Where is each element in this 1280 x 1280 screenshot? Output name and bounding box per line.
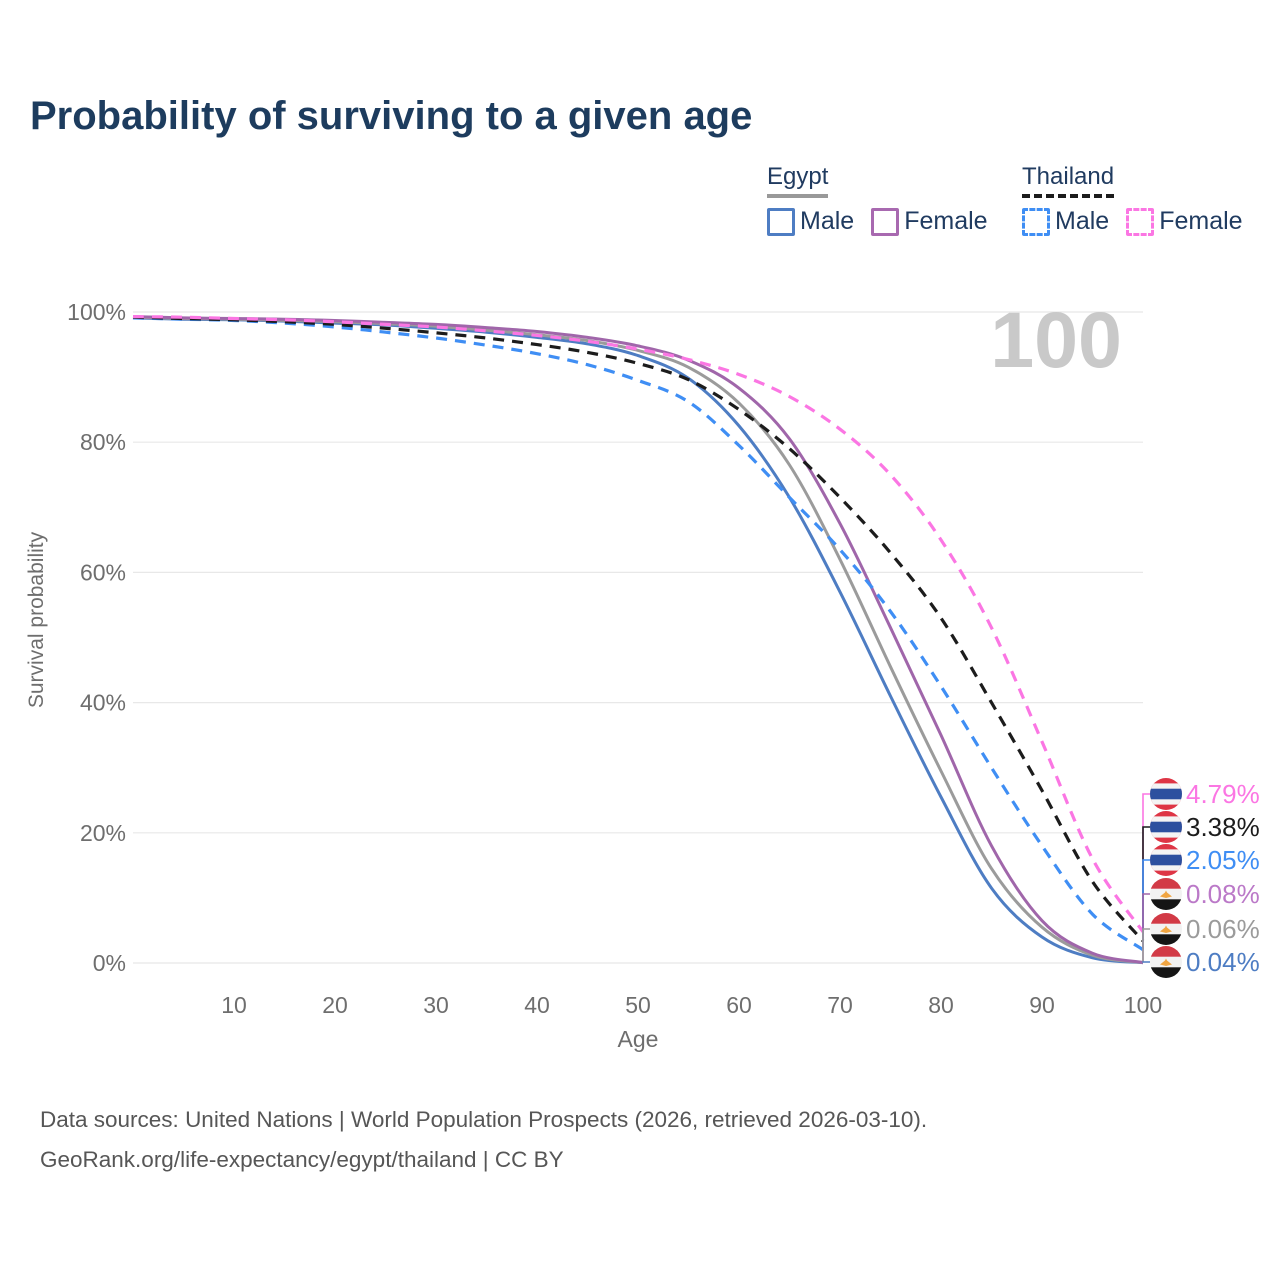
thailand-female-swatch-icon: [1126, 207, 1155, 236]
flag-stripe: [1150, 854, 1182, 866]
x-tick-label: 100: [1124, 992, 1162, 1018]
y-tick-label: 60%: [80, 559, 126, 585]
curve-thailand-female: [132, 315, 1145, 933]
x-tick-label: 30: [423, 992, 449, 1018]
footer: Data sources: United Nations | World Pop…: [40, 1100, 927, 1180]
end-label-leader-line: [1142, 826, 1150, 941]
legend-item-label: Male: [800, 207, 855, 235]
egypt-flag-icon: [1150, 946, 1182, 978]
thailand-flag-icon: [1150, 844, 1182, 876]
legend-country-egypt[interactable]: Egypt: [767, 163, 829, 198]
watermark-age-value: 100: [990, 295, 1122, 384]
legend: Egypt Male Female Thailand Male: [0, 163, 1280, 243]
footer-data-sources: Data sources: United Nations | World Pop…: [40, 1107, 928, 1132]
end-label-thailand-female: 4.79%: [1186, 779, 1260, 809]
x-tick-label: 60: [726, 992, 752, 1018]
end-label-leader-line: [1142, 928, 1150, 963]
legend-items-egypt: Male Female: [767, 207, 988, 236]
flag-stripe: [1150, 878, 1182, 889]
legend-item-label: Female: [904, 207, 988, 235]
x-tick-label: 70: [827, 992, 853, 1018]
curve-thailand-male: [132, 316, 1144, 952]
footer-attribution: GeoRank.org/life-expectancy/egypt/thaila…: [40, 1147, 564, 1172]
thailand-flag-icon: [1150, 778, 1182, 810]
flag-stripe: [1150, 788, 1182, 800]
curve-egypt-female: [132, 315, 1144, 964]
legend-item-label: Female: [1159, 207, 1243, 235]
flag-stripe: [1150, 946, 1182, 957]
end-label-egypt-both: 0.06%: [1186, 914, 1260, 944]
x-tick-label: 90: [1029, 992, 1055, 1018]
curve-thailand-both: [132, 315, 1145, 943]
legend-item-thailand-female[interactable]: Female: [1126, 207, 1243, 236]
thailand-flag-icon: [1150, 811, 1182, 843]
flag-stripe: [1150, 821, 1182, 833]
x-tick-label: 40: [524, 992, 550, 1018]
legend-item-label: Male: [1055, 207, 1110, 235]
x-tick-label: 20: [322, 992, 348, 1018]
legend-items-thailand: Male Female: [1022, 207, 1243, 236]
y-tick-label: 100%: [67, 299, 126, 325]
flag-stripe: [1150, 899, 1182, 910]
thailand-male-swatch-icon: [1022, 207, 1050, 236]
curve-egypt-both: [132, 315, 1144, 965]
egypt-male-swatch-icon: [767, 207, 795, 236]
y-tick-label: 40%: [80, 690, 126, 716]
flag-eagle-emblem: [1160, 890, 1172, 898]
egypt-female-swatch-icon: [871, 207, 900, 236]
y-tick-label: 80%: [80, 429, 126, 455]
x-axis-title: Age: [618, 1026, 659, 1052]
end-label-leader-line: [1142, 793, 1150, 932]
legend-country-thailand[interactable]: Thailand: [1022, 163, 1115, 198]
end-label-leader-line: [1142, 961, 1150, 963]
end-label-thailand-both: 3.38%: [1186, 812, 1260, 842]
y-axis-title: Survival probability: [25, 531, 48, 708]
flag-stripe: [1150, 913, 1182, 924]
egypt-flag-icon: [1150, 913, 1182, 945]
legend-item-egypt-female[interactable]: Female: [871, 207, 988, 236]
y-tick-label: 20%: [80, 820, 126, 846]
legend-group-thailand: Thailand Male Female: [1022, 163, 1243, 236]
flag-eagle-emblem: [1160, 925, 1172, 933]
x-tick-label: 80: [928, 992, 954, 1018]
x-tick-label: 10: [221, 992, 247, 1018]
flag-stripe: [1150, 967, 1182, 978]
end-label-egypt-male: 0.04%: [1186, 947, 1260, 977]
chart-title: Probability of surviving to a given age: [30, 94, 753, 138]
legend-item-thailand-male[interactable]: Male: [1022, 207, 1109, 236]
legend-item-egypt-male[interactable]: Male: [767, 207, 854, 236]
end-label-leader-line: [1142, 859, 1150, 950]
end-label-egypt-female: 0.08%: [1186, 879, 1260, 909]
legend-group-egypt: Egypt Male Female: [767, 163, 988, 236]
flag-stripe: [1150, 934, 1182, 945]
end-label-thailand-male: 2.05%: [1186, 845, 1260, 875]
x-tick-label: 50: [625, 992, 651, 1018]
egypt-flag-icon: [1150, 878, 1182, 910]
y-tick-label: 0%: [93, 950, 126, 976]
flag-eagle-emblem: [1160, 958, 1172, 966]
